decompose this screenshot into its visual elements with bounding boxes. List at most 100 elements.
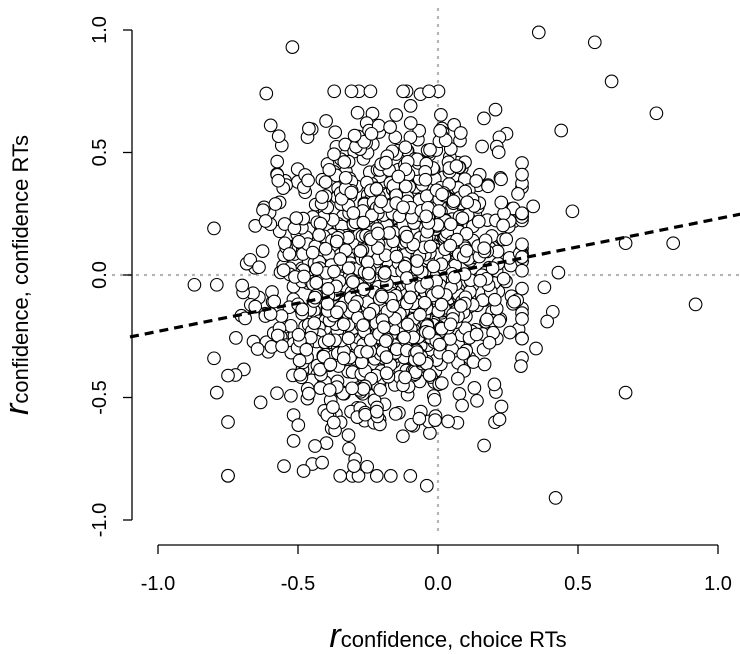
data-point [412,411,427,426]
data-point [507,294,522,309]
data-point [688,297,703,312]
data-point [363,84,378,99]
data-point [515,156,529,170]
data-point [456,346,471,361]
data-point [345,381,359,396]
data-point [452,387,467,401]
data-point [328,125,343,140]
y-axis-subscript: confidence, confidence RTs [8,135,33,404]
x-tick-label: -1.0 [141,573,175,595]
data-point [441,414,455,429]
data-point [361,266,376,281]
data-point [455,211,470,226]
data-point [451,371,465,386]
data-point [423,239,438,254]
data-point [379,155,393,170]
data-point [344,84,359,99]
data-point [618,385,633,400]
data-point [267,294,282,309]
data-point [467,381,482,395]
data-point [494,399,509,414]
data-point [477,111,491,126]
y-tick-label: -0.5 [89,380,111,414]
data-point [277,459,291,473]
data-point [330,305,344,320]
data-point [291,327,306,342]
data-point [346,275,360,289]
data-point [336,317,351,332]
data-point [291,418,306,432]
data-point [488,102,503,117]
data-point [282,247,297,261]
data-point [453,126,468,140]
data-point [263,118,278,133]
data-point [207,351,221,366]
data-point [319,436,334,450]
data-point [307,316,322,330]
data-point [369,469,384,483]
y-axis-title: rconfidence, confidence RTs [0,135,36,415]
data-point [379,366,394,381]
data-point [360,345,374,359]
data-point [322,383,337,397]
data-point [422,368,437,382]
x-axis-symbol: r [329,617,342,654]
regression-line [129,212,740,339]
data-point [403,116,418,130]
data-point [515,312,529,326]
data-point [515,281,529,296]
data-point [428,413,442,427]
data-point [649,106,664,121]
data-point [511,187,525,201]
data-point [338,170,353,185]
data-point [423,142,437,157]
data-point [455,398,469,413]
data-point [453,299,468,313]
data-point [432,337,447,352]
data-point [286,434,301,448]
data-point [333,252,348,266]
data-point [397,259,412,274]
data-point [333,469,348,483]
data-point [258,214,273,228]
data-point [379,350,394,364]
data-point [305,245,320,260]
data-point [229,331,243,345]
data-point [301,386,316,401]
data-point [327,147,341,162]
data-point [422,84,436,99]
data-point [400,317,415,332]
data-point [356,382,371,396]
y-tick-label: 0.0 [89,261,111,289]
data-point [433,123,447,138]
data-point [427,392,442,407]
data-point [270,154,285,169]
data-point [434,376,449,390]
data-point [318,175,333,189]
data-point [492,314,507,328]
data-point [494,172,508,187]
data-point [496,218,510,233]
data-point [347,459,361,473]
data-point [469,174,484,188]
data-point [309,275,324,290]
data-point [342,441,356,456]
data-point [312,228,326,242]
data-point [323,357,338,372]
data-point [301,173,315,188]
data-point [515,237,529,252]
data-point [423,426,437,440]
y-tick-label: 0.5 [89,139,111,167]
data-point [400,229,414,244]
data-point [477,357,492,372]
data-point [396,200,410,215]
data-point [375,289,389,304]
data-point [398,179,413,194]
data-point [470,393,484,408]
data-point [321,333,336,348]
data-point [491,145,506,160]
data-point [326,415,341,430]
data-point [327,84,342,99]
data-point [460,195,475,210]
